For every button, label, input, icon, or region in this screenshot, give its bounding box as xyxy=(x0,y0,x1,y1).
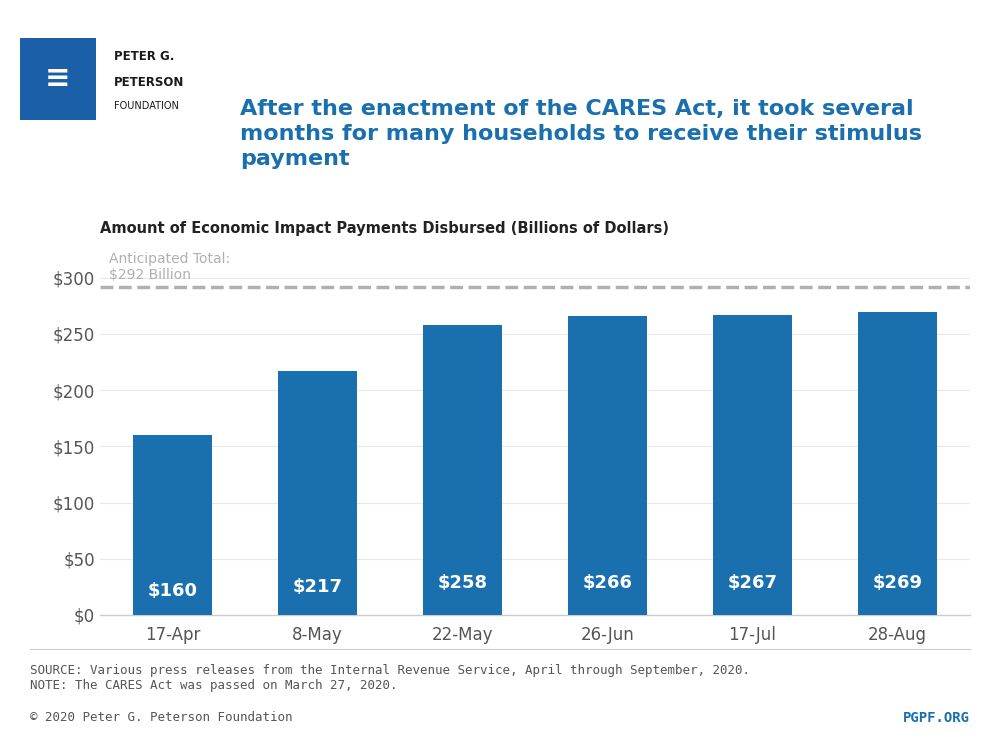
Text: PGPF.ORG: PGPF.ORG xyxy=(903,711,970,725)
Bar xyxy=(133,435,212,615)
Text: $217: $217 xyxy=(292,578,342,596)
Text: Amount of Economic Impact Payments Disbursed (Billions of Dollars): Amount of Economic Impact Payments Disbu… xyxy=(100,221,669,236)
Bar xyxy=(713,315,792,615)
Text: Anticipated Total:
$292 Billion: Anticipated Total: $292 Billion xyxy=(109,252,230,282)
Text: $267: $267 xyxy=(728,574,778,592)
Text: ≡: ≡ xyxy=(45,64,71,93)
Text: $160: $160 xyxy=(148,582,198,600)
Text: $258: $258 xyxy=(437,574,488,592)
Text: PETER G.: PETER G. xyxy=(114,50,174,63)
Text: SOURCE: Various press releases from the Internal Revenue Service, April through : SOURCE: Various press releases from the … xyxy=(30,664,750,692)
Text: FOUNDATION: FOUNDATION xyxy=(114,101,178,111)
Bar xyxy=(278,371,357,615)
Text: After the enactment of the CARES Act, it took several
months for many households: After the enactment of the CARES Act, it… xyxy=(240,99,922,169)
Text: $266: $266 xyxy=(582,574,633,592)
Bar xyxy=(568,316,647,615)
Text: © 2020 Peter G. Peterson Foundation: © 2020 Peter G. Peterson Foundation xyxy=(30,711,292,724)
Text: $269: $269 xyxy=(872,574,922,592)
Text: PETERSON: PETERSON xyxy=(114,76,184,88)
FancyBboxPatch shape xyxy=(20,38,96,120)
Bar xyxy=(423,325,502,615)
Bar xyxy=(858,313,937,615)
